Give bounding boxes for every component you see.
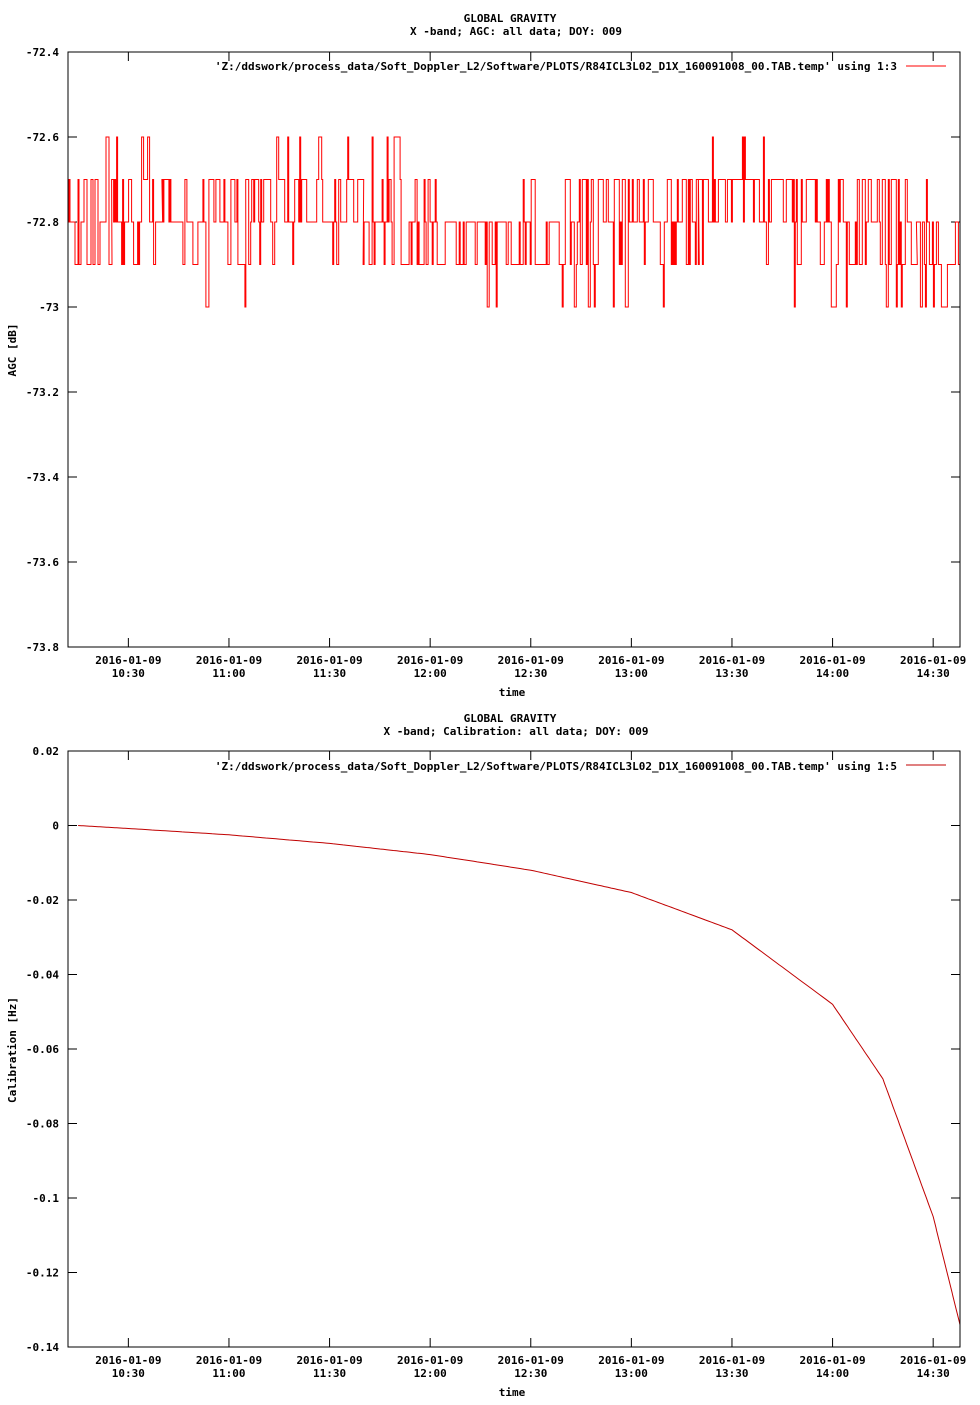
agc-chart-legend: 'Z:/ddswork/process_data/Soft_Doppler_L2… bbox=[215, 60, 897, 73]
agc-series bbox=[68, 136, 961, 308]
calibration-chart-legend: 'Z:/ddswork/process_data/Soft_Doppler_L2… bbox=[215, 760, 897, 773]
agc-y-tick-label: -72.8 bbox=[26, 216, 59, 229]
agc-chart-subtitle: X -band; AGC: all data; DOY: 009 bbox=[410, 25, 622, 38]
agc-x-tick-time: 12:00 bbox=[414, 667, 447, 680]
calibration-x-tick-time: 14:30 bbox=[917, 1367, 950, 1380]
agc-plot-frame bbox=[67, 51, 961, 648]
agc-y-ticks: -72.4 -72.6 -72.8 -73 -73.2 -73.4 -73.6 -73.8 bbox=[26, 46, 960, 654]
calibration-x-tick-date: 2016-01-09 bbox=[196, 1354, 262, 1367]
agc-y-tick-label: -72.6 bbox=[26, 131, 59, 144]
agc-y-tick-label: -73.6 bbox=[26, 556, 59, 569]
calibration-y-tick-label: 0 bbox=[52, 820, 59, 833]
agc-x-tick-time: 13:30 bbox=[715, 667, 748, 680]
agc-y-tick-label: -73 bbox=[39, 301, 59, 314]
calibration-x-tick-date: 2016-01-09 bbox=[699, 1354, 765, 1367]
agc-y-tick-label: -73.4 bbox=[26, 471, 59, 484]
calibration-y-ticks: 0.02 0 -0.02 -0.04 -0.06 -0.08 -0.1 -0.12 -0.14 bbox=[26, 745, 960, 1354]
agc-chart: GLOBAL GRAVITY X -band; AGC: all data; D… bbox=[6, 12, 966, 699]
calibration-x-tick-date: 2016-01-09 bbox=[498, 1354, 564, 1367]
calibration-x-tick-date: 2016-01-09 bbox=[900, 1354, 966, 1367]
agc-x-tick-date: 2016-01-09 bbox=[900, 654, 966, 667]
calibration-x-tick-time: 11:00 bbox=[212, 1367, 245, 1380]
agc-y-tick-label: -72.4 bbox=[26, 46, 59, 59]
calibration-series-line bbox=[78, 825, 961, 1325]
agc-x-tick-date: 2016-01-09 bbox=[196, 654, 262, 667]
calibration-x-ticks: 2016-01-0910:302016-01-0911:002016-01-09… bbox=[95, 751, 966, 1380]
calibration-y-tick-label: -0.12 bbox=[26, 1267, 59, 1280]
agc-x-tick-date: 2016-01-09 bbox=[397, 654, 463, 667]
calibration-x-tick-time: 13:00 bbox=[615, 1367, 648, 1380]
agc-x-tick-date: 2016-01-09 bbox=[95, 654, 161, 667]
calibration-y-tick-label: -0.04 bbox=[26, 969, 59, 982]
calibration-x-tick-date: 2016-01-09 bbox=[296, 1354, 362, 1367]
agc-x-tick-time: 12:30 bbox=[514, 667, 547, 680]
agc-x-tick-time: 14:30 bbox=[917, 667, 950, 680]
calibration-x-tick-time: 11:30 bbox=[313, 1367, 346, 1380]
calibration-x-tick-date: 2016-01-09 bbox=[95, 1354, 161, 1367]
calibration-y-axis-label: Calibration [Hz] bbox=[6, 997, 19, 1103]
agc-x-axis-label: time bbox=[499, 686, 526, 699]
agc-x-tick-time: 11:00 bbox=[212, 667, 245, 680]
agc-x-tick-date: 2016-01-09 bbox=[598, 654, 664, 667]
calibration-y-tick-label: -0.14 bbox=[26, 1341, 59, 1354]
calibration-x-tick-time: 13:30 bbox=[715, 1367, 748, 1380]
calibration-chart-subtitle: X -band; Calibration: all data; DOY: 009 bbox=[384, 725, 649, 738]
calibration-x-tick-time: 12:00 bbox=[414, 1367, 447, 1380]
agc-x-tick-time: 10:30 bbox=[112, 667, 145, 680]
agc-y-axis-label: AGC [dB] bbox=[6, 324, 19, 377]
calibration-x-axis-label: time bbox=[499, 1386, 526, 1399]
calibration-x-tick-time: 12:30 bbox=[514, 1367, 547, 1380]
calibration-plot-frame bbox=[67, 750, 961, 1348]
calibration-x-tick-time: 14:00 bbox=[816, 1367, 849, 1380]
calibration-chart: GLOBAL GRAVITY X -band; Calibration: all… bbox=[6, 712, 966, 1399]
calibration-y-tick-label: -0.02 bbox=[26, 894, 59, 907]
agc-x-tick-date: 2016-01-09 bbox=[498, 654, 564, 667]
agc-x-tick-time: 14:00 bbox=[816, 667, 849, 680]
calibration-x-tick-date: 2016-01-09 bbox=[799, 1354, 865, 1367]
agc-x-tick-date: 2016-01-09 bbox=[799, 654, 865, 667]
agc-y-tick-label: -73.8 bbox=[26, 641, 59, 654]
calibration-y-tick-label: -0.1 bbox=[33, 1192, 60, 1205]
calibration-x-tick-date: 2016-01-09 bbox=[397, 1354, 463, 1367]
agc-series-line bbox=[68, 136, 961, 308]
agc-y-tick-label: -73.2 bbox=[26, 386, 59, 399]
calibration-chart-title: GLOBAL GRAVITY bbox=[464, 712, 557, 725]
calibration-series bbox=[78, 825, 961, 1325]
calibration-y-tick-label: -0.08 bbox=[26, 1118, 59, 1131]
agc-x-tick-date: 2016-01-09 bbox=[699, 654, 765, 667]
calibration-x-tick-date: 2016-01-09 bbox=[598, 1354, 664, 1367]
agc-x-ticks: 2016-01-0910:302016-01-0911:002016-01-09… bbox=[95, 52, 966, 680]
calibration-y-tick-label: -0.06 bbox=[26, 1043, 59, 1056]
agc-x-tick-time: 13:00 bbox=[615, 667, 648, 680]
agc-x-tick-date: 2016-01-09 bbox=[296, 654, 362, 667]
calibration-x-tick-time: 10:30 bbox=[112, 1367, 145, 1380]
agc-x-tick-time: 11:30 bbox=[313, 667, 346, 680]
agc-chart-title: GLOBAL GRAVITY bbox=[464, 12, 557, 25]
calibration-y-tick-label: 0.02 bbox=[33, 745, 60, 758]
